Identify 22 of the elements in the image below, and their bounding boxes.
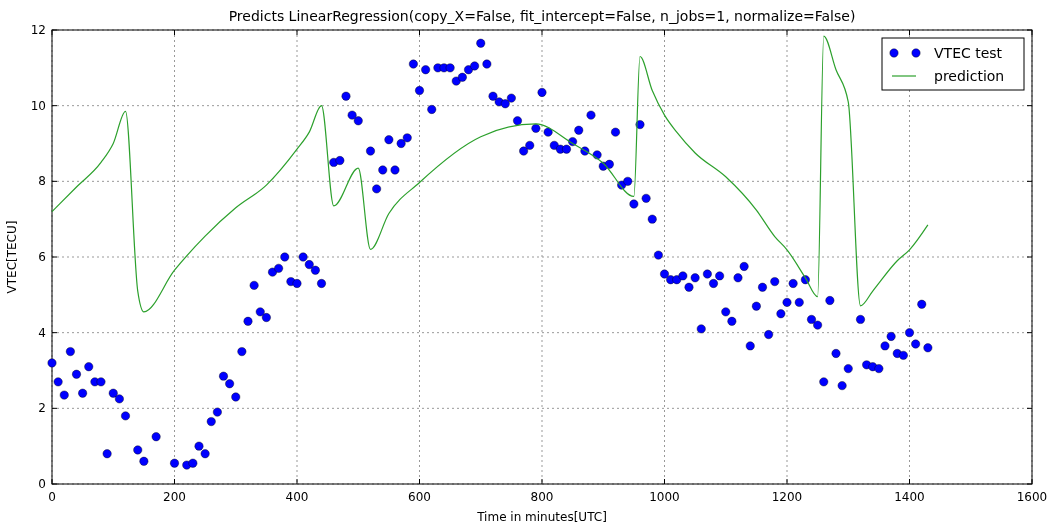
y-tick-label: 4 xyxy=(38,325,46,340)
y-tick-label: 8 xyxy=(38,174,46,189)
x-tick-label: 200 xyxy=(163,490,186,504)
legend-label: prediction xyxy=(934,68,1005,84)
line-series xyxy=(51,35,929,313)
x-tick-label: 0 xyxy=(48,490,56,504)
x-tick-label: 800 xyxy=(530,490,554,504)
x-tick-label: 1600 xyxy=(1016,490,1048,504)
x-tick-label: 1200 xyxy=(771,490,803,504)
y-tick-label: 12 xyxy=(30,23,46,37)
x-tick-label: 400 xyxy=(285,490,309,504)
x-tick-label: 600 xyxy=(408,490,431,504)
chart-title: Predicts LinearRegression(copy_X=False, fit_intercept=False, n_jobs=1, normalize=False) xyxy=(228,8,856,24)
y-tick-label: 10 xyxy=(30,98,46,113)
y-tick-label: 6 xyxy=(38,250,46,264)
legend-label: VTEC test xyxy=(934,45,1003,61)
x-axis-title: Time in minutes[UTC] xyxy=(476,510,607,524)
x-tick-label: 1000 xyxy=(649,490,680,504)
y-tick-label: 2 xyxy=(38,401,46,416)
y-tick-label: 0 xyxy=(38,477,46,491)
y-axis-title: VTEC[TECU] xyxy=(5,220,19,294)
x-tick-label: 1400 xyxy=(894,490,925,504)
